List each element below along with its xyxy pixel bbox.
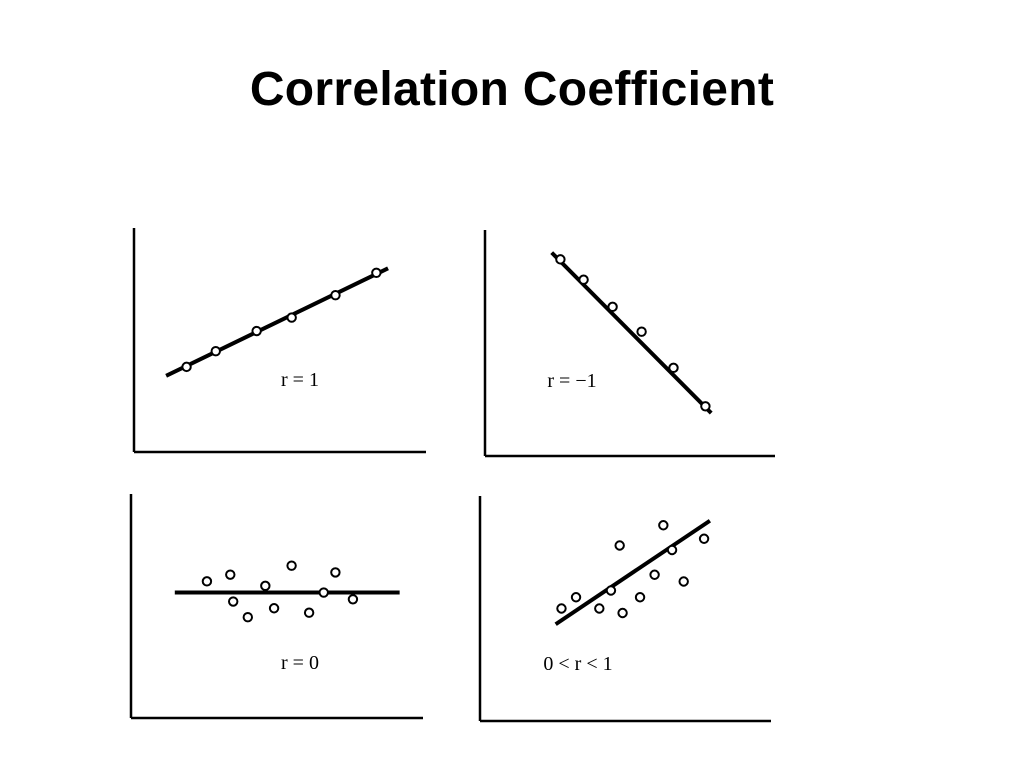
slide-title: Correlation Coefficient (249, 63, 775, 116)
panel-r-between-0-and-1: 0 < r < 1 (478, 496, 771, 723)
r-equals-0-label: r = 0 (281, 652, 319, 674)
r-between-0-and-1-point-1 (556, 603, 567, 614)
r-equals-minus-1-point-4 (636, 326, 647, 337)
r-equals-minus-1-point-2 (578, 274, 589, 285)
r-equals-0-point-3 (228, 596, 239, 607)
r-equals-1-fit-line (165, 266, 389, 378)
r-equals-0-point-4 (242, 612, 254, 623)
r-equals-minus-1-label: r = −1 (547, 370, 596, 392)
r-equals-0-point-1 (201, 576, 213, 587)
panel-r-equals-1: r = 1 (132, 228, 426, 454)
r-equals-0-point-11 (347, 594, 359, 605)
r-equals-0-point-10 (330, 567, 341, 578)
r-equals-0-point-5 (260, 580, 271, 592)
r-equals-0-point-6 (268, 603, 280, 614)
r-equals-0-point-7 (286, 560, 297, 571)
r-equals-minus-1-point-1 (555, 254, 566, 265)
r-equals-1-point-5 (330, 290, 341, 301)
r-equals-1-point-6 (371, 267, 382, 278)
r-equals-0-point-2 (225, 569, 236, 580)
r-between-0-and-1-point-3 (594, 603, 605, 614)
r-between-0-and-1-label: 0 < r < 1 (543, 653, 612, 675)
r-between-0-and-1-point-6 (617, 607, 628, 619)
r-between-0-and-1-fit-line (554, 519, 712, 626)
r-between-0-and-1-point-8 (649, 569, 660, 580)
r-equals-0-point-8 (303, 607, 315, 618)
r-between-0-and-1-point-9 (658, 520, 669, 531)
r-equals-minus-1-point-6 (700, 401, 711, 412)
r-between-0-and-1-point-11 (678, 576, 689, 587)
r-equals-0-point-9 (318, 587, 329, 598)
r-between-0-and-1-point-5 (614, 540, 625, 551)
panel-r-equals-minus-1: r = −1 (483, 230, 775, 458)
panel-r-equals-0: r = 0 (129, 494, 423, 720)
r-between-0-and-1-point-2 (570, 592, 582, 603)
r-equals-1-point-4 (286, 312, 297, 323)
r-between-0-and-1-point-4 (605, 585, 617, 596)
r-equals-minus-1-point-3 (607, 301, 618, 313)
r-equals-1-point-2 (210, 346, 221, 357)
r-equals-1-point-1 (181, 361, 192, 373)
r-between-0-and-1-point-12 (698, 533, 710, 544)
r-equals-1-point-3 (251, 325, 262, 337)
r-equals-minus-1-fit-line (550, 251, 713, 415)
r-equals-1-label: r = 1 (281, 369, 319, 391)
r-equals-minus-1-point-5 (668, 362, 679, 374)
r-between-0-and-1-point-10 (666, 544, 678, 556)
r-between-0-and-1-point-7 (634, 592, 646, 603)
